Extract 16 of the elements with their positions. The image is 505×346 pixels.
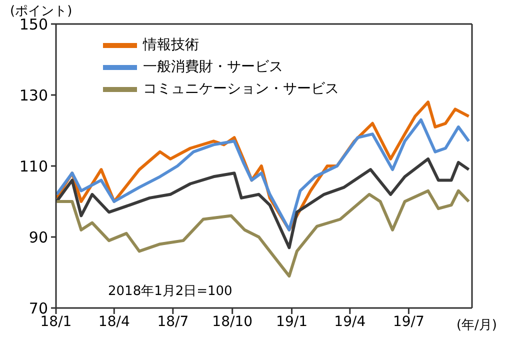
legend-label: コミュニケーション・サービス bbox=[143, 80, 339, 99]
x-tick-label: 18/1 bbox=[40, 314, 72, 330]
x-tick-label: 18/7 bbox=[157, 314, 189, 330]
annotation: 2018年1月2日=100 bbox=[108, 283, 232, 300]
x-tick-label: 19/7 bbox=[392, 314, 424, 330]
legend-label: 情報技術 bbox=[143, 36, 199, 55]
x-axis-title: (年/月) bbox=[456, 317, 497, 334]
y-tick-label: 110 bbox=[19, 157, 48, 176]
x-tick-label: 18/10 bbox=[212, 314, 253, 330]
y-tick-label: 90 bbox=[28, 228, 48, 246]
y-tick-label: 130 bbox=[19, 86, 48, 104]
x-tick-label: 18/4 bbox=[98, 314, 130, 330]
x-tick-label: 19/4 bbox=[334, 314, 366, 330]
line-series bbox=[56, 189, 470, 278]
legend-label: 一般消費財・サービス bbox=[143, 58, 283, 77]
x-tick-label: 19/1 bbox=[276, 314, 308, 330]
